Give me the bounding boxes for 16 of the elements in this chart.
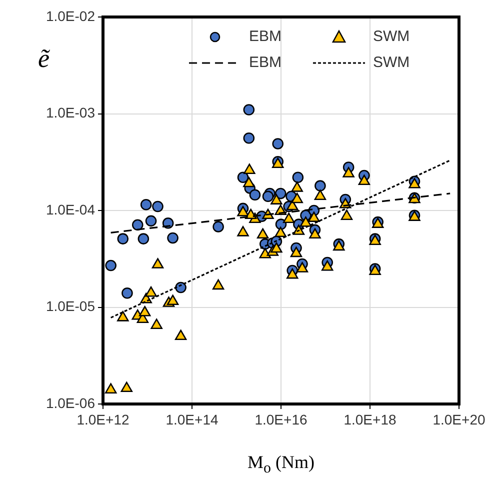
- x-tick-label: 1.0E+18: [344, 411, 396, 428]
- y-tick-label: 1.0E-05: [46, 298, 96, 314]
- y-tick-label: 1.0E-03: [46, 104, 96, 121]
- legend-label: EBM: [249, 54, 282, 72]
- y-tick-label: 1.0E-04: [46, 201, 96, 218]
- y-tick-label: 1.0E-06: [46, 394, 96, 411]
- legend-label: SWM: [373, 54, 410, 72]
- y-tick-label: 1.0E-02: [46, 8, 96, 24]
- x-tick-label: 1.0E+20: [432, 411, 486, 428]
- legend-label: EBM: [249, 28, 282, 46]
- legend-label: SWM: [373, 28, 410, 46]
- y-axis-title: ẽ: [38, 44, 50, 74]
- x-axis-title: M$_{o}$ (Nm): [246, 452, 316, 478]
- x-tick-label: 1.0E+14: [166, 411, 218, 428]
- x-tick-label: 1.0E+16: [254, 411, 308, 428]
- x-tick-label: 1.0E+12: [76, 411, 130, 428]
